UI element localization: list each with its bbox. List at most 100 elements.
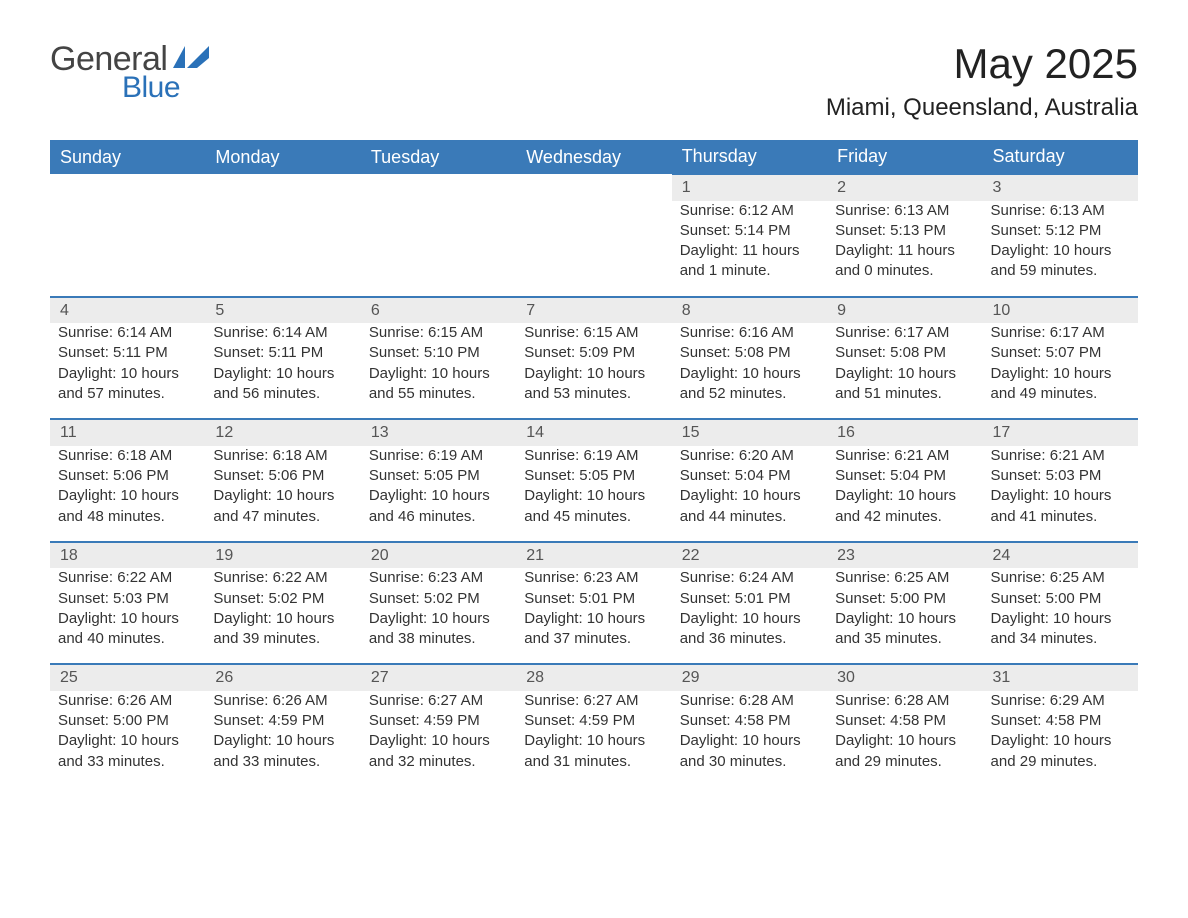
- sunrise-line: Sunrise: 6:29 AM: [991, 691, 1130, 711]
- daylight-line: Daylight: 10 hours and 56 minutes.: [213, 364, 352, 405]
- day-content-cell: Sunrise: 6:21 AMSunset: 5:03 PMDaylight:…: [983, 446, 1138, 542]
- day-content-cell: Sunrise: 6:14 AMSunset: 5:11 PMDaylight:…: [50, 323, 205, 419]
- day-content-cell: Sunrise: 6:13 AMSunset: 5:12 PMDaylight:…: [983, 201, 1138, 297]
- calendar-table: Sunday Monday Tuesday Wednesday Thursday…: [50, 140, 1138, 786]
- daylight-line: Daylight: 10 hours and 51 minutes.: [835, 364, 974, 405]
- day-number-cell: 19: [205, 542, 360, 569]
- sunrise-line: Sunrise: 6:21 AM: [991, 446, 1130, 466]
- day-number-cell: 2: [827, 174, 982, 201]
- sunset-line: Sunset: 4:58 PM: [835, 711, 974, 731]
- day-number-cell: 23: [827, 542, 982, 569]
- sunset-line: Sunset: 5:07 PM: [991, 343, 1130, 363]
- daylight-line: Daylight: 10 hours and 57 minutes.: [58, 364, 197, 405]
- sunset-line: Sunset: 5:06 PM: [213, 466, 352, 486]
- daylight-line: Daylight: 10 hours and 40 minutes.: [58, 609, 197, 650]
- day-number-cell: 27: [361, 664, 516, 691]
- sunrise-line: Sunrise: 6:12 AM: [680, 201, 819, 221]
- day-content-cell: Sunrise: 6:24 AMSunset: 5:01 PMDaylight:…: [672, 568, 827, 664]
- col-thursday: Thursday: [672, 140, 827, 174]
- sunrise-line: Sunrise: 6:17 AM: [991, 323, 1130, 343]
- day-content-cell: Sunrise: 6:19 AMSunset: 5:05 PMDaylight:…: [361, 446, 516, 542]
- header: General Blue May 2025 Miami, Queensland,…: [50, 40, 1138, 122]
- sunset-line: Sunset: 5:08 PM: [680, 343, 819, 363]
- daylight-line: Daylight: 10 hours and 45 minutes.: [524, 486, 663, 527]
- sunset-line: Sunset: 5:03 PM: [58, 589, 197, 609]
- sunset-line: Sunset: 5:14 PM: [680, 221, 819, 241]
- daylight-line: Daylight: 10 hours and 32 minutes.: [369, 731, 508, 772]
- sunrise-line: Sunrise: 6:15 AM: [369, 323, 508, 343]
- sunrise-line: Sunrise: 6:15 AM: [524, 323, 663, 343]
- day-content-cell: Sunrise: 6:17 AMSunset: 5:07 PMDaylight:…: [983, 323, 1138, 419]
- sunset-line: Sunset: 5:05 PM: [369, 466, 508, 486]
- sunrise-line: Sunrise: 6:23 AM: [524, 568, 663, 588]
- daynum-row: 18192021222324: [50, 542, 1138, 569]
- sunrise-line: Sunrise: 6:19 AM: [369, 446, 508, 466]
- daynum-row: 123: [50, 174, 1138, 201]
- sunrise-line: Sunrise: 6:27 AM: [369, 691, 508, 711]
- sunset-line: Sunset: 5:02 PM: [213, 589, 352, 609]
- sunrise-line: Sunrise: 6:26 AM: [213, 691, 352, 711]
- title-block: May 2025 Miami, Queensland, Australia: [826, 40, 1138, 122]
- day-content-cell: Sunrise: 6:26 AMSunset: 5:00 PMDaylight:…: [50, 691, 205, 786]
- daylight-line: Daylight: 10 hours and 33 minutes.: [213, 731, 352, 772]
- daylight-line: Daylight: 10 hours and 39 minutes.: [213, 609, 352, 650]
- sunrise-line: Sunrise: 6:21 AM: [835, 446, 974, 466]
- sunrise-line: Sunrise: 6:28 AM: [680, 691, 819, 711]
- daylight-line: Daylight: 10 hours and 38 minutes.: [369, 609, 508, 650]
- daylight-line: Daylight: 10 hours and 34 minutes.: [991, 609, 1130, 650]
- day-content-cell: Sunrise: 6:13 AMSunset: 5:13 PMDaylight:…: [827, 201, 982, 297]
- sunset-line: Sunset: 5:11 PM: [58, 343, 197, 363]
- day-content-cell: Sunrise: 6:27 AMSunset: 4:59 PMDaylight:…: [516, 691, 671, 786]
- daylight-line: Daylight: 10 hours and 42 minutes.: [835, 486, 974, 527]
- day-number-cell: 1: [672, 174, 827, 201]
- sunrise-line: Sunrise: 6:17 AM: [835, 323, 974, 343]
- sunrise-line: Sunrise: 6:14 AM: [213, 323, 352, 343]
- sunset-line: Sunset: 5:09 PM: [524, 343, 663, 363]
- sunrise-line: Sunrise: 6:25 AM: [991, 568, 1130, 588]
- sunset-line: Sunset: 4:58 PM: [680, 711, 819, 731]
- day-number-cell: 25: [50, 664, 205, 691]
- day-number-cell: 20: [361, 542, 516, 569]
- day-content-cell: Sunrise: 6:25 AMSunset: 5:00 PMDaylight:…: [983, 568, 1138, 664]
- daylight-line: Daylight: 10 hours and 47 minutes.: [213, 486, 352, 527]
- day-number-cell: 9: [827, 297, 982, 324]
- daylight-line: Daylight: 10 hours and 52 minutes.: [680, 364, 819, 405]
- day-number-cell: 17: [983, 419, 1138, 446]
- logo: General Blue: [50, 40, 209, 105]
- sunset-line: Sunset: 4:59 PM: [369, 711, 508, 731]
- col-friday: Friday: [827, 140, 982, 174]
- day-content-cell: Sunrise: 6:25 AMSunset: 5:00 PMDaylight:…: [827, 568, 982, 664]
- sunset-line: Sunset: 5:04 PM: [835, 466, 974, 486]
- day-number-cell: 12: [205, 419, 360, 446]
- daylight-line: Daylight: 10 hours and 49 minutes.: [991, 364, 1130, 405]
- sunset-line: Sunset: 5:02 PM: [369, 589, 508, 609]
- day-number-cell: 4: [50, 297, 205, 324]
- sunrise-line: Sunrise: 6:13 AM: [835, 201, 974, 221]
- daylight-line: Daylight: 10 hours and 53 minutes.: [524, 364, 663, 405]
- day-number-cell: 21: [516, 542, 671, 569]
- page-title: May 2025: [826, 40, 1138, 88]
- sunset-line: Sunset: 4:59 PM: [524, 711, 663, 731]
- daylight-line: Daylight: 11 hours and 1 minute.: [680, 241, 819, 282]
- day-content-cell: Sunrise: 6:16 AMSunset: 5:08 PMDaylight:…: [672, 323, 827, 419]
- sunset-line: Sunset: 5:05 PM: [524, 466, 663, 486]
- daynum-row: 25262728293031: [50, 664, 1138, 691]
- sunrise-line: Sunrise: 6:23 AM: [369, 568, 508, 588]
- daylight-line: Daylight: 10 hours and 55 minutes.: [369, 364, 508, 405]
- day-content-cell: Sunrise: 6:28 AMSunset: 4:58 PMDaylight:…: [672, 691, 827, 786]
- sunset-line: Sunset: 5:12 PM: [991, 221, 1130, 241]
- day-content-cell: Sunrise: 6:27 AMSunset: 4:59 PMDaylight:…: [361, 691, 516, 786]
- daylight-line: Daylight: 10 hours and 35 minutes.: [835, 609, 974, 650]
- day-content-cell: Sunrise: 6:21 AMSunset: 5:04 PMDaylight:…: [827, 446, 982, 542]
- sunset-line: Sunset: 5:00 PM: [835, 589, 974, 609]
- day-content-cell: Sunrise: 6:17 AMSunset: 5:08 PMDaylight:…: [827, 323, 982, 419]
- day-content-cell: Sunrise: 6:18 AMSunset: 5:06 PMDaylight:…: [50, 446, 205, 542]
- daynum-row: 11121314151617: [50, 419, 1138, 446]
- day-number-cell: 8: [672, 297, 827, 324]
- sunrise-line: Sunrise: 6:16 AM: [680, 323, 819, 343]
- sunrise-line: Sunrise: 6:19 AM: [524, 446, 663, 466]
- day-content-cell: Sunrise: 6:29 AMSunset: 4:58 PMDaylight:…: [983, 691, 1138, 786]
- daynum-row: 45678910: [50, 297, 1138, 324]
- day-number-cell: 11: [50, 419, 205, 446]
- sunrise-line: Sunrise: 6:18 AM: [213, 446, 352, 466]
